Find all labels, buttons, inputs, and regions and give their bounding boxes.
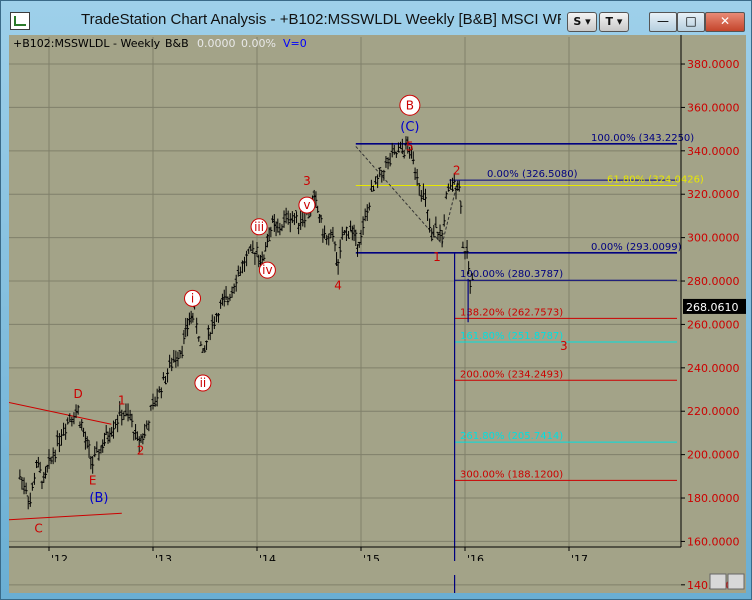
chart-area[interactable]: 100.00% (343.2250) 0.00% (326.5080) 61.80%… <box>8 35 747 600</box>
t-button[interactable]: T ▾ <box>599 12 629 32</box>
fib-label: 261.80% (205.7414) <box>460 431 563 442</box>
wave-dashed-line <box>441 181 459 245</box>
close-button[interactable]: ✕ <box>705 12 745 32</box>
fib-label: 300.00% (188.1200) <box>460 469 563 480</box>
grid <box>9 37 681 586</box>
title-bar[interactable]: TradeStation Chart Analysis - +B102:MSSW… <box>1 1 752 35</box>
scroll-button[interactable] <box>709 573 727 590</box>
wave-label: B <box>406 98 414 112</box>
minimize-icon: — <box>657 14 669 28</box>
y-tick-label: 300.0000 <box>687 232 740 245</box>
price-chart[interactable]: 100.00% (343.2250) 0.00% (326.5080) 61.80%… <box>8 35 747 600</box>
wave-label: 1 <box>433 250 441 264</box>
wave-label: C <box>34 521 42 535</box>
wave-label: 2 <box>137 443 145 457</box>
fib-label: 0.00% (326.5080) <box>487 169 578 180</box>
wave-circle <box>194 374 212 392</box>
trend-lines <box>8 146 459 521</box>
wave-label: D <box>73 387 82 401</box>
window-title: TradeStation Chart Analysis - +B102:MSSW… <box>81 11 561 28</box>
s-button[interactable]: S ▾ <box>567 12 597 32</box>
wave-label: 3 <box>560 339 568 353</box>
wave-label: (C) <box>400 120 419 135</box>
dropdown-icon: ▾ <box>585 15 591 28</box>
wave-circle <box>184 289 202 307</box>
axes: 380.0000360.0000340.0000320.0000300.0000… <box>9 35 747 592</box>
wave-circle <box>258 261 276 279</box>
y-tick-label: 220.0000 <box>687 405 740 418</box>
fib-label: 100.00% (280.3787) <box>460 269 563 280</box>
chart-value: 0.0000 <box>197 37 236 50</box>
wave-circle <box>250 218 268 236</box>
y-tick-label: 260.0000 <box>687 318 740 331</box>
fib-label: 61.80% (324.0426) <box>607 174 704 185</box>
wave-label: iii <box>254 220 264 234</box>
y-tick-label: 280.0000 <box>687 275 740 288</box>
maximize-icon: □ <box>685 14 697 28</box>
minimize-button[interactable]: — <box>649 12 677 32</box>
wave-dashed-line <box>355 146 443 245</box>
zoom-button[interactable] <box>727 573 745 590</box>
last-price-tag <box>683 298 747 314</box>
chart-volume: V=0 <box>283 37 307 50</box>
fib-label: 200.00% (234.2493) <box>460 369 563 380</box>
triangle-upper-line <box>8 402 112 425</box>
chart-symbol: +B102:MSSWLDL - Weekly <box>13 37 161 50</box>
chart-app-icon <box>10 12 30 30</box>
wave-label: 4 <box>334 278 342 292</box>
y-tick-label: 160.0000 <box>687 535 740 548</box>
fib-label: 0.00% (293.0099) <box>591 242 682 253</box>
y-tick-label: 380.0000 <box>687 58 740 71</box>
close-icon: ✕ <box>719 14 731 28</box>
wave-label: iv <box>262 263 272 277</box>
y-tick-label: 240.0000 <box>687 362 740 375</box>
price-bars <box>18 136 474 510</box>
wave-label: 2 <box>453 163 461 177</box>
fibonacci-levels: 100.00% (343.2250) 0.00% (326.5080) 61.80%… <box>355 133 704 600</box>
t-button-label: T <box>605 15 614 28</box>
wave-label: i <box>191 291 194 305</box>
wave-label: 5 <box>406 139 414 153</box>
wave-label: ii <box>200 376 207 390</box>
y-tick-label: 360.0000 <box>687 101 740 114</box>
wave-label: v <box>303 198 310 212</box>
chart-bb: B&B <box>165 37 189 50</box>
wave-circle <box>298 196 316 214</box>
last-price-label: 268.0610 <box>686 301 739 314</box>
y-tick-label: 180.0000 <box>687 492 740 505</box>
fib-label: 138.20% (262.7573) <box>460 307 563 318</box>
triangle-lower-line <box>8 512 122 521</box>
chart-percent: 0.00% <box>241 37 276 50</box>
dropdown-icon: ▾ <box>616 15 623 28</box>
fib-label: 161.80% (251.8787) <box>460 331 563 342</box>
wave-label: E <box>89 474 97 488</box>
s-button-label: S <box>573 15 582 28</box>
y-tick-label: 200.0000 <box>687 449 740 462</box>
wave-circle <box>399 94 421 116</box>
fib-label: 100.00% (343.2250) <box>591 133 694 144</box>
y-tick-label: 340.0000 <box>687 145 740 158</box>
scroll-track[interactable] <box>9 561 685 575</box>
wave-label: (B) <box>89 491 108 506</box>
wave-label: 3 <box>303 174 311 188</box>
maximize-button[interactable]: □ <box>677 12 705 32</box>
y-tick-label: 320.0000 <box>687 188 740 201</box>
wave-label: 1 <box>118 393 126 407</box>
